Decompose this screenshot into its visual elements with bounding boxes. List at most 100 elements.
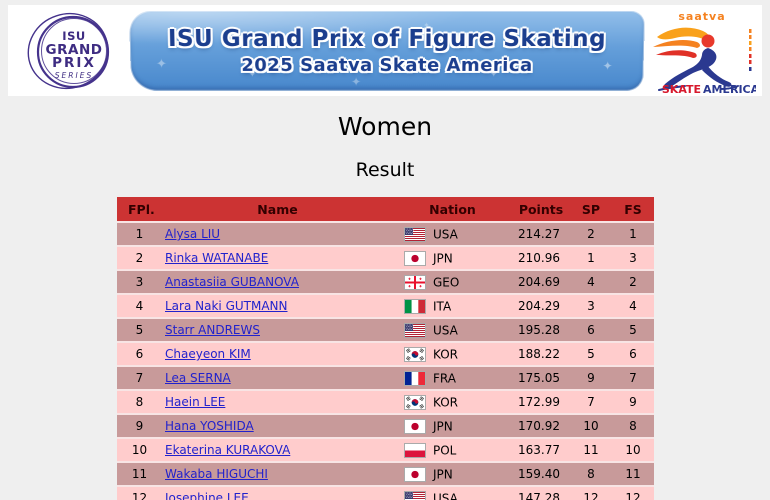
svg-text:GRAND: GRAND — [46, 42, 103, 58]
america-text: AMERICA — [703, 83, 756, 95]
sp-cell: 3 — [570, 293, 612, 318]
rank-cell: 4 — [117, 293, 162, 318]
skater-link[interactable]: Hana YOSHIDA — [165, 419, 254, 433]
flag-usa-icon — [405, 323, 425, 337]
nation-code: ITA — [433, 299, 452, 314]
sp-cell: 6 — [570, 317, 612, 342]
table-row: 7 Lea SERNA FRA 175.05 9 7 — [117, 365, 654, 390]
fs-cell: 8 — [612, 413, 654, 438]
points-cell: 214.27 — [512, 221, 570, 246]
fs-cell: 1 — [612, 221, 654, 246]
header-fs: FS — [612, 197, 654, 222]
sparkle-icon — [156, 57, 167, 72]
skater-link[interactable]: Ekaterina KURAKOVA — [165, 443, 291, 457]
banner-title: ISU Grand Prix of Figure Skating — [167, 25, 607, 52]
skater-link[interactable]: Haein LEE — [165, 395, 226, 409]
fs-cell: 7 — [612, 365, 654, 390]
rank-cell: 8 — [117, 389, 162, 414]
isu-grand-prix-logo: ISU GRAND PRIX SERIES — [8, 8, 130, 94]
table-row: 5 Starr ANDREWS USA 195.28 6 5 — [117, 317, 654, 342]
rank-cell: 1 — [117, 221, 162, 246]
skater-link[interactable]: Starr ANDREWS — [165, 323, 260, 337]
nation-code: JPN — [433, 251, 453, 266]
skater-link[interactable]: Josephine LEE — [165, 491, 249, 500]
table-row: 11 Wakaba HIGUCHI JPN 159.40 8 11 — [117, 461, 654, 486]
flag-jpn-icon — [405, 467, 425, 481]
nation-code: KOR — [433, 347, 458, 362]
skater-link[interactable]: Lara Naki GUTMANN — [165, 299, 288, 313]
nation-code: USA — [433, 323, 458, 338]
rank-cell: 12 — [117, 485, 162, 500]
skater-link[interactable]: Lea SERNA — [165, 371, 231, 385]
name-cell: Anastasiia GUBANOVA — [162, 269, 393, 294]
sparkle-icon — [602, 58, 612, 72]
points-cell: 195.28 — [512, 317, 570, 342]
header-name: Name — [162, 197, 393, 222]
results-table: FPl. Name Nation Points SP FS 1 Alysa LI… — [117, 197, 654, 500]
nation-cell: USA — [393, 221, 512, 246]
nation-code: JPN — [433, 467, 453, 482]
points-cell: 147.28 — [512, 485, 570, 500]
header-nation: Nation — [393, 197, 512, 222]
isu-grand-prix-swirl-icon: ISU GRAND PRIX SERIES — [27, 12, 110, 89]
banner-subtitle: 2025 Saatva Skate America — [241, 54, 533, 76]
nation-cell: FRA — [393, 365, 512, 390]
sp-cell: 9 — [570, 365, 612, 390]
nation-cell: GEO — [393, 269, 512, 294]
nation-cell: JPN — [393, 413, 512, 438]
flag-ita-icon — [405, 299, 425, 313]
nation-cell: JPN — [393, 245, 512, 270]
points-cell: 210.96 — [512, 245, 570, 270]
skater-link[interactable]: Alysa LIU — [165, 227, 221, 241]
nation-cell: USA — [393, 317, 512, 342]
table-row: 3 Anastasiia GUBANOVA GEO 204.69 4 2 — [117, 269, 654, 294]
table-row: 4 Lara Naki GUTMANN ITA 204.29 3 4 — [117, 293, 654, 318]
rank-cell: 10 — [117, 437, 162, 462]
nation-code: USA — [433, 227, 458, 242]
sp-cell: 4 — [570, 269, 612, 294]
sp-cell: 1 — [570, 245, 612, 270]
rank-cell: 3 — [117, 269, 162, 294]
nation-cell: USA — [393, 485, 512, 500]
nation-code: KOR — [433, 395, 458, 410]
fs-cell: 9 — [612, 389, 654, 414]
flag-jpn-icon — [405, 419, 425, 433]
flag-fra-icon — [405, 371, 425, 385]
sp-cell: 11 — [570, 437, 612, 462]
table-row: 2 Rinka WATANABE JPN 210.96 1 3 — [117, 245, 654, 270]
segment-title: Result — [355, 159, 415, 181]
skate-america-logo: saatva — [644, 7, 762, 95]
flag-kor-icon — [405, 347, 425, 361]
sp-cell: 12 — [570, 485, 612, 500]
skater-link[interactable]: Wakaba HIGUCHI — [165, 467, 268, 481]
name-cell: Wakaba HIGUCHI — [162, 461, 393, 486]
points-cell: 170.92 — [512, 413, 570, 438]
event-header: ISU GRAND PRIX SERIES ISU Grand Prix of … — [8, 5, 762, 96]
nation-code: FRA — [433, 371, 456, 386]
skater-link[interactable]: Rinka WATANABE — [165, 251, 269, 265]
flag-geo-icon — [405, 275, 425, 289]
nation-cell: POL — [393, 437, 512, 462]
sponsor-text: saatva — [678, 10, 725, 23]
skater-link[interactable]: Anastasiia GUBANOVA — [165, 275, 299, 289]
event-banner: ISU Grand Prix of Figure Skating 2025 Sa… — [128, 10, 646, 91]
fs-cell: 10 — [612, 437, 654, 462]
flag-usa-icon — [405, 491, 425, 500]
rank-cell: 2 — [117, 245, 162, 270]
rank-cell: 6 — [117, 341, 162, 366]
fs-cell: 3 — [612, 245, 654, 270]
svg-text:ISU: ISU — [62, 29, 85, 43]
points-cell: 204.29 — [512, 293, 570, 318]
name-cell: Alysa LIU — [162, 221, 393, 246]
flag-kor-icon — [405, 395, 425, 409]
points-cell: 163.77 — [512, 437, 570, 462]
points-cell: 175.05 — [512, 365, 570, 390]
table-row: 1 Alysa LIU USA 214.27 2 1 — [117, 221, 654, 246]
table-row: 6 Chaeyeon KIM KOR 188.22 5 6 — [117, 341, 654, 366]
sp-cell: 7 — [570, 389, 612, 414]
skater-link[interactable]: Chaeyeon KIM — [165, 347, 251, 361]
skate-text: SKATE — [662, 83, 701, 95]
points-cell: 159.40 — [512, 461, 570, 486]
fs-cell: 5 — [612, 317, 654, 342]
points-cell: 204.69 — [512, 269, 570, 294]
